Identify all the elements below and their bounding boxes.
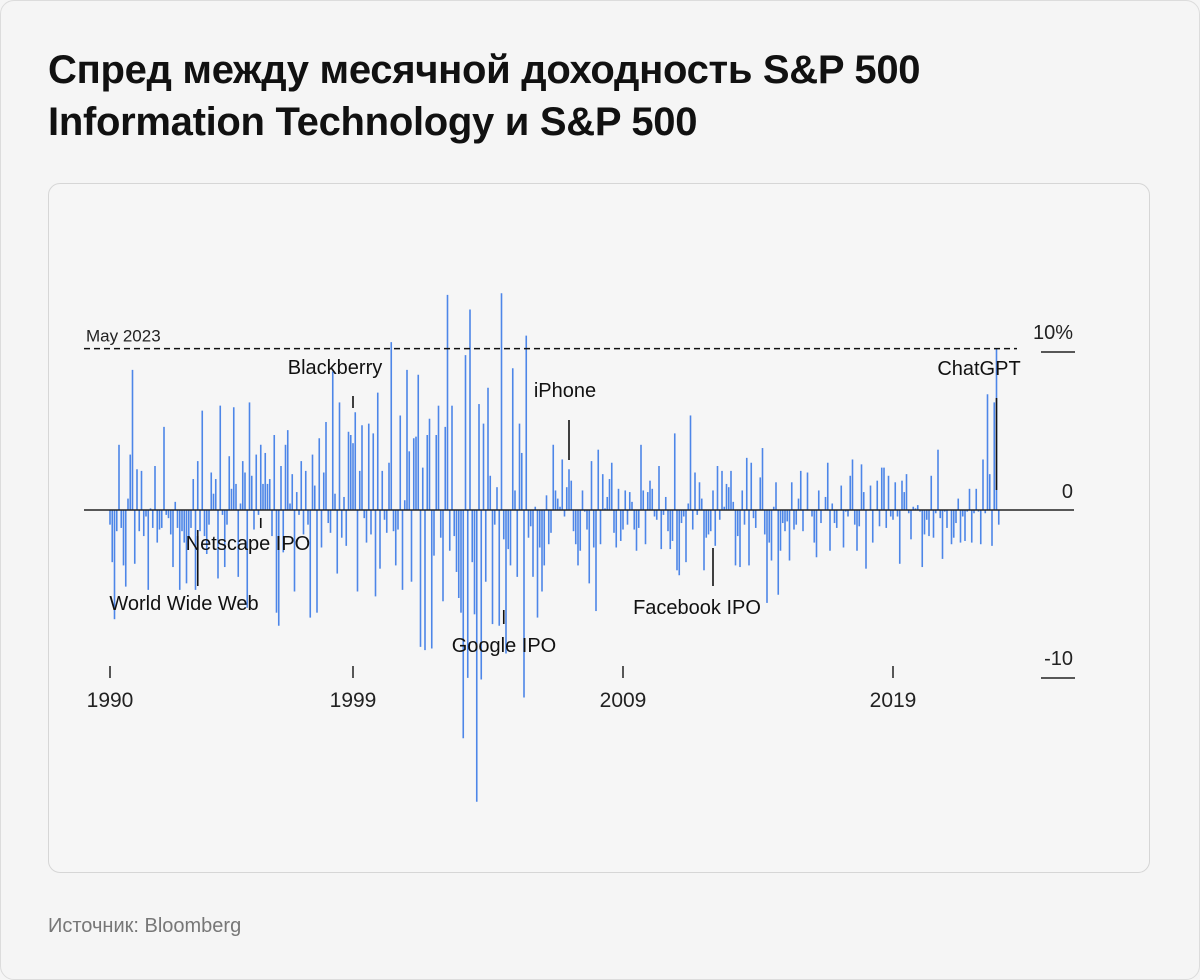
page-title: Спред между месячной доходность S&P 500 … (48, 48, 921, 144)
annotation-label: Google IPO (452, 635, 557, 657)
bars-group (109, 293, 1000, 802)
y-tick-label: 0 (1062, 481, 1073, 503)
x-tick-label: 2019 (870, 689, 917, 712)
reference-line-label: May 2023 (86, 327, 161, 346)
event-annotations: World Wide Web Netscape IPO Blackberry Goog… (109, 357, 1020, 657)
annotation-label: Facebook IPO (633, 597, 761, 619)
y-axis: 10% 0 -10 (1033, 322, 1075, 679)
annotation-label: ChatGPT (937, 358, 1020, 380)
x-tick-label: 1990 (87, 689, 134, 712)
source-note: Источник: Bloomberg (48, 915, 242, 937)
annotation-label: Netscape IPO (186, 533, 311, 555)
x-axis: 1990 1999 2009 2019 (87, 666, 917, 712)
x-tick-label: 1999 (330, 689, 377, 712)
chart-card: May 2023 10% 0 -10 1990 1999 2009 2019 World … (48, 183, 1150, 873)
annotation-label: World Wide Web (109, 593, 258, 615)
annotation-label: iPhone (534, 380, 596, 402)
spread-bar-chart: May 2023 10% 0 -10 1990 1999 2009 2019 World … (84, 293, 1075, 802)
annotation-label: Blackberry (288, 357, 382, 379)
y-tick-label: 10% (1033, 322, 1073, 344)
y-tick-label: -10 (1044, 648, 1073, 670)
x-tick-label: 2009 (600, 689, 647, 712)
